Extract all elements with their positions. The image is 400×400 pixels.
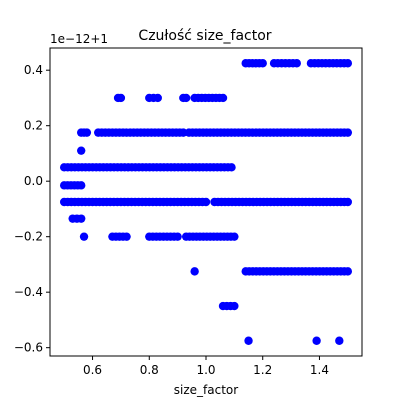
data-point (82, 128, 92, 137)
data-point (77, 214, 86, 223)
data-point (201, 197, 211, 207)
data-point (343, 267, 353, 276)
data-point (79, 232, 89, 241)
data-points (59, 59, 353, 345)
data-point (343, 197, 353, 207)
y-tick-label: −0.6 (14, 341, 43, 355)
data-point (181, 93, 191, 103)
data-point (312, 336, 321, 345)
data-point (153, 93, 162, 103)
data-point (244, 336, 253, 345)
x-tick-label: 1.4 (310, 363, 329, 377)
data-point (335, 336, 344, 345)
x-axis: 0.6 0.8 1.0 1.2 1.4 (83, 356, 329, 377)
data-point (218, 93, 228, 103)
data-point (116, 93, 126, 103)
data-point (292, 59, 301, 68)
data-point (343, 59, 353, 68)
y-offset-text: 1e−12+1 (50, 32, 108, 46)
x-tick-label: 0.8 (140, 363, 159, 377)
y-tick-label: 0.0 (24, 174, 43, 188)
x-tick-label: 0.6 (83, 363, 102, 377)
x-tick-label: 1.0 (196, 363, 215, 377)
x-axis-label: size_factor (174, 383, 238, 397)
data-point (343, 128, 353, 137)
data-point (258, 59, 267, 68)
data-point (230, 301, 239, 311)
x-tick-label: 1.2 (253, 363, 272, 377)
chart-title: Czułość size_factor (138, 28, 271, 44)
data-point (227, 163, 236, 172)
y-tick-label: 0.2 (24, 119, 43, 133)
data-point (230, 232, 239, 241)
data-point (190, 267, 199, 276)
data-point (173, 232, 182, 241)
y-tick-label: −0.4 (14, 285, 43, 299)
data-point (77, 146, 86, 155)
data-point (77, 181, 86, 190)
y-axis: −0.6 −0.4 −0.2 0.0 0.2 0.4 (14, 63, 50, 355)
y-tick-label: −0.2 (14, 230, 43, 244)
data-point (122, 232, 131, 241)
y-tick-label: 0.4 (24, 63, 43, 77)
